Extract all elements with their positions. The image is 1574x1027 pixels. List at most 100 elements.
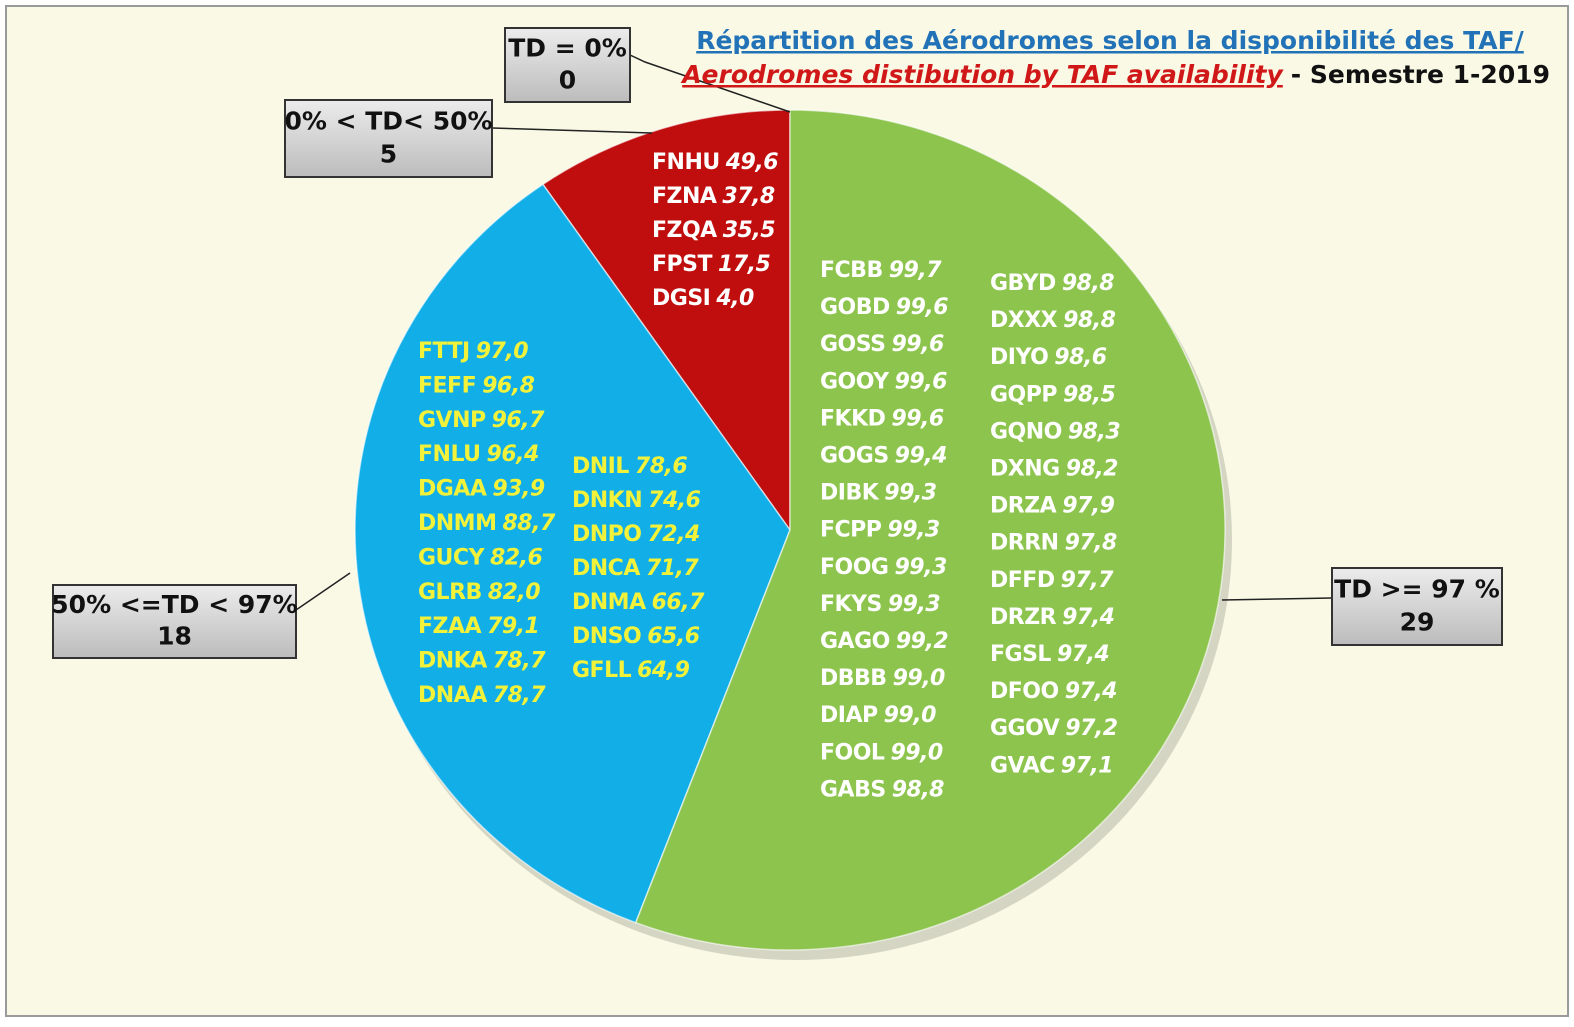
station-entry: DFFD 97,7 bbox=[990, 568, 1114, 593]
station-value: 99,4 bbox=[895, 444, 947, 469]
station-entry: DNAA 78,7 bbox=[418, 683, 546, 708]
station-code: FNHU bbox=[652, 150, 720, 175]
station-entry: FKKD 99,6 bbox=[820, 406, 944, 431]
station-value: 37,8 bbox=[722, 184, 774, 209]
station-value: 97,4 bbox=[1065, 679, 1117, 704]
station-entry: GOGS 99,4 bbox=[820, 444, 947, 469]
pie-slice bbox=[634, 109, 1226, 951]
station-value: 78,7 bbox=[493, 683, 546, 708]
station-value: 4,0 bbox=[715, 286, 754, 311]
station-entry: DGAA 93,9 bbox=[418, 477, 545, 502]
station-value: 96,8 bbox=[482, 373, 534, 398]
station-entry: FTTJ 97,0 bbox=[418, 339, 528, 364]
station-code: FNLU bbox=[418, 442, 481, 467]
station-entry: GUCY 82,6 bbox=[418, 545, 542, 570]
station-code: DRZA bbox=[990, 494, 1057, 519]
station-code: DIAP bbox=[820, 703, 878, 728]
station-entry: DFOO 97,4 bbox=[990, 679, 1117, 704]
station-code: DIYO bbox=[990, 345, 1048, 370]
station-entry: DGSI 4,0 bbox=[652, 286, 754, 311]
station-value: 65,6 bbox=[647, 624, 699, 649]
station-code: FTTJ bbox=[418, 339, 470, 364]
station-entry: FNLU 96,4 bbox=[418, 442, 539, 467]
station-value: 99,7 bbox=[889, 258, 942, 283]
station-value: 99,6 bbox=[896, 295, 948, 320]
station-entry: GFLL 64,9 bbox=[572, 658, 690, 683]
station-code: DNAA bbox=[418, 683, 487, 708]
station-value: 99,3 bbox=[887, 518, 939, 543]
station-value: 98,6 bbox=[1054, 345, 1106, 370]
station-entry: FZAA 79,1 bbox=[418, 614, 539, 639]
station-code: DNSO bbox=[572, 624, 641, 649]
leader-line bbox=[1221, 597, 1333, 601]
station-code: DNIL bbox=[572, 454, 629, 479]
station-code: DNMM bbox=[418, 511, 496, 536]
station-value: 99,0 bbox=[893, 666, 945, 691]
station-value: 97,4 bbox=[1057, 642, 1109, 667]
station-entry: GVAC 97,1 bbox=[990, 753, 1113, 778]
callout-count: 29 bbox=[1400, 607, 1435, 636]
station-entry: DNKN 74,6 bbox=[572, 488, 701, 513]
station-code: FEFF bbox=[418, 373, 476, 398]
station-entry: DRZA 97,9 bbox=[990, 494, 1115, 519]
chart-title: Répartition des Aérodromes selon la disp… bbox=[696, 26, 1524, 55]
station-code: FZNA bbox=[652, 184, 717, 209]
station-value: 99,3 bbox=[895, 555, 947, 580]
station-entry: GOOY 99,6 bbox=[820, 369, 947, 394]
callout-category: TD = 0% bbox=[508, 33, 627, 62]
station-entry: FZNA 37,8 bbox=[652, 184, 775, 209]
station-entry: FZQA 35,5 bbox=[652, 218, 775, 243]
station-value: 97,0 bbox=[476, 339, 528, 364]
station-value: 97,8 bbox=[1065, 531, 1117, 556]
station-code: GGOV bbox=[990, 716, 1060, 741]
station-code: DNKA bbox=[418, 649, 487, 674]
station-value: 98,2 bbox=[1066, 457, 1118, 482]
station-entry: GVNP 96,7 bbox=[418, 408, 545, 433]
station-code: GQPP bbox=[990, 382, 1057, 407]
station-value: 99,6 bbox=[895, 369, 947, 394]
station-value: 72,4 bbox=[648, 522, 700, 547]
station-value: 97,4 bbox=[1062, 605, 1114, 630]
station-code: GQNO bbox=[990, 419, 1062, 444]
station-value: 98,3 bbox=[1068, 419, 1120, 444]
callout-box bbox=[1331, 567, 1503, 646]
station-entry: DXXX 98,8 bbox=[990, 308, 1116, 333]
station-code: DNPO bbox=[572, 522, 642, 547]
station-entry: DNIL 78,6 bbox=[572, 454, 687, 479]
station-code: GVAC bbox=[990, 753, 1055, 778]
station-value: 82,6 bbox=[490, 545, 542, 570]
station-entry: DXNG 98,2 bbox=[990, 457, 1118, 482]
station-code: FCBB bbox=[820, 258, 883, 283]
station-entry: DNCA 71,7 bbox=[572, 556, 699, 581]
station-code: GAGO bbox=[820, 629, 890, 654]
chart-subtitle-line: Aerodromes distibution by TAF availabili… bbox=[680, 60, 1550, 89]
station-value: 96,7 bbox=[492, 408, 545, 433]
callout-box bbox=[52, 584, 297, 659]
callout-count: 5 bbox=[380, 139, 397, 168]
station-value: 64,9 bbox=[637, 658, 689, 683]
leader-line bbox=[295, 572, 351, 611]
station-code: FKYS bbox=[820, 592, 882, 617]
station-code: GFLL bbox=[572, 658, 632, 683]
station-value: 74,6 bbox=[648, 488, 700, 513]
slices bbox=[354, 109, 1226, 951]
station-entry: FCBB 99,7 bbox=[820, 258, 942, 283]
station-code: DRRN bbox=[990, 531, 1059, 556]
station-value: 17,5 bbox=[718, 252, 770, 277]
station-entry: GAGO 99,2 bbox=[820, 629, 948, 654]
leaders bbox=[295, 54, 1333, 611]
station-value: 98,8 bbox=[892, 777, 944, 802]
station-code: DFOO bbox=[990, 679, 1059, 704]
station-code: FOOL bbox=[820, 740, 885, 765]
station-value: 96,4 bbox=[487, 442, 539, 467]
leader-line bbox=[629, 54, 791, 113]
station-entry: GGOV 97,2 bbox=[990, 716, 1118, 741]
station-code: FKKD bbox=[820, 406, 886, 431]
chart-subtitle: Aerodromes distibution by TAF availabili… bbox=[680, 60, 1284, 89]
station-code: FOOG bbox=[820, 555, 889, 580]
pie-slice bbox=[541, 109, 791, 533]
station-value: 97,9 bbox=[1062, 494, 1114, 519]
station-code: FCPP bbox=[820, 518, 882, 543]
station-code: DBBB bbox=[820, 666, 887, 691]
station-code: DNMA bbox=[572, 590, 646, 615]
